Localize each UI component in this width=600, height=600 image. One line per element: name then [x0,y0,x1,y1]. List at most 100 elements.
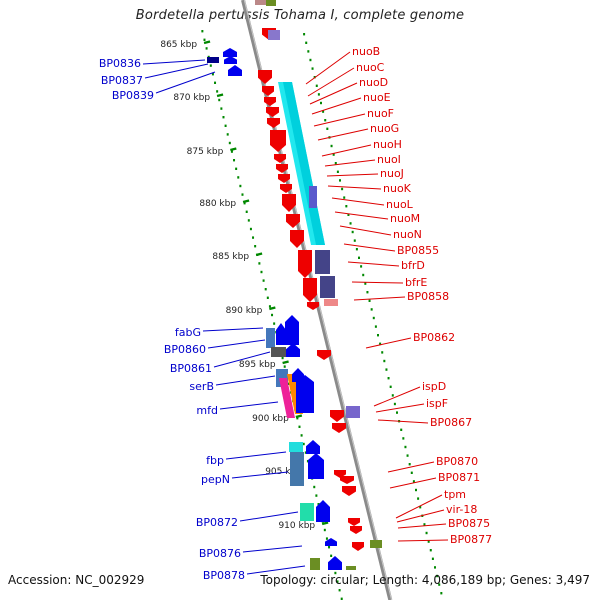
right-scale-tick [357,256,360,259]
left-scale-tick [304,451,307,454]
right-gene-leader [387,461,435,473]
right-scale-tick [410,471,413,474]
left-gene-leader [215,375,276,386]
right-scale-tick [395,411,398,414]
major-scale-tick [282,360,289,365]
right-scale-tick [402,437,405,440]
forward-gene-block [207,57,219,63]
right-gene-label: nuoJ [380,167,404,180]
right-gene-leader [309,82,358,105]
right-gene-label: BP0867 [430,416,472,429]
left-scale-tick [336,580,339,583]
right-gene-leader [351,281,404,284]
right-scale-tick [391,394,394,397]
left-scale-tick [233,159,236,162]
left-gene-leader [144,63,209,79]
right-gene-label: BP0877 [450,533,492,546]
right-gene-label: nuoE [363,91,391,104]
right-scale-tick [353,239,356,242]
forward-gene-arrow [306,440,320,454]
right-scale-tick [385,368,388,371]
right-scale-tick [347,213,350,216]
right-scale-tick [355,248,358,251]
left-scale-tick [340,597,343,600]
right-gene-label: bfrE [405,276,427,289]
right-scale-tick [305,41,308,44]
right-gene-label: nuoC [356,61,385,74]
right-gene-label: nuoG [370,122,399,135]
left-scale-tick [317,503,320,506]
right-gene-label: ispD [422,380,446,393]
right-gene-label: nuoH [373,138,402,151]
major-scale-tick [216,93,224,98]
reverse-gene-arrow [274,154,286,163]
right-scale-tick [324,119,327,122]
left-scale-tick [211,73,214,76]
left-scale-tick [224,124,227,127]
right-scale-tick [374,325,377,328]
left-scale-tick [228,141,231,145]
forward-gene-arrow [328,556,342,570]
left-scale-tick [205,47,208,50]
forward-gene-arrow [296,375,314,413]
right-scale-tick [370,308,373,311]
right-scale-tick [438,583,441,586]
right-gene-leader [327,185,382,190]
left-scale-tick [230,150,233,153]
feature-block [346,406,360,418]
left-gene-label: BP0861 [170,362,212,375]
right-scale-tick [364,282,367,285]
left-gene-label: BP0839 [112,89,154,102]
scale-label: 870 kbp [173,93,210,103]
right-gene-leader [353,296,406,301]
left-gene-label: serB [189,380,214,393]
right-scale-tick [330,144,333,148]
right-scale-tick [383,359,386,363]
left-gene-leader [225,451,287,460]
feature-block [255,0,271,5]
major-scale-tick [255,252,263,257]
feature-block [324,299,338,306]
scale-label: 910 kbp [278,521,315,531]
left-scale-tick [218,98,221,102]
left-scale-tick [209,64,212,67]
right-scale-tick [425,531,428,535]
left-gene-label: fbp [206,454,224,467]
right-gene-label: nuoI [377,153,401,166]
left-scale-tick [298,425,301,428]
right-gene-label: BP0870 [436,455,478,468]
reverse-gene-arrow [290,230,304,248]
left-scale-tick [222,116,225,119]
scale-label: 885 kbp [212,252,249,262]
right-scale-tick [303,33,306,36]
left-scale-tick [247,219,250,222]
right-scale-tick [372,316,375,320]
right-scale-tick [332,153,335,156]
left-scale-tick [252,236,255,239]
right-gene-label: nuoB [352,45,380,58]
major-scale-tick [203,40,211,45]
right-gene-label: BP0871 [438,471,480,484]
right-gene-leader [326,173,379,177]
forward-gene-arrow [285,315,299,345]
left-gene-label: BP0837 [101,74,143,87]
major-scale-tick [321,521,329,526]
feature-block [346,566,356,570]
left-scale-tick [254,245,257,248]
left-scale-tick [283,365,286,368]
left-scale-tick [216,90,219,93]
right-gene-label: ispF [426,397,448,410]
right-scale-tick [408,463,411,466]
reverse-gene-arrow [276,164,288,173]
left-gene-leader [239,511,299,522]
right-gene-leader [397,539,449,542]
right-gene-label: vir-18 [446,503,477,516]
left-scale-tick [273,322,276,325]
scale-label: 900 kbp [252,414,289,424]
accession-label: Accession: NC_002929 [8,573,145,587]
left-scale-tick [306,460,309,463]
scale-label: 875 kbp [187,147,224,157]
left-gene-label: mfd [196,404,218,417]
